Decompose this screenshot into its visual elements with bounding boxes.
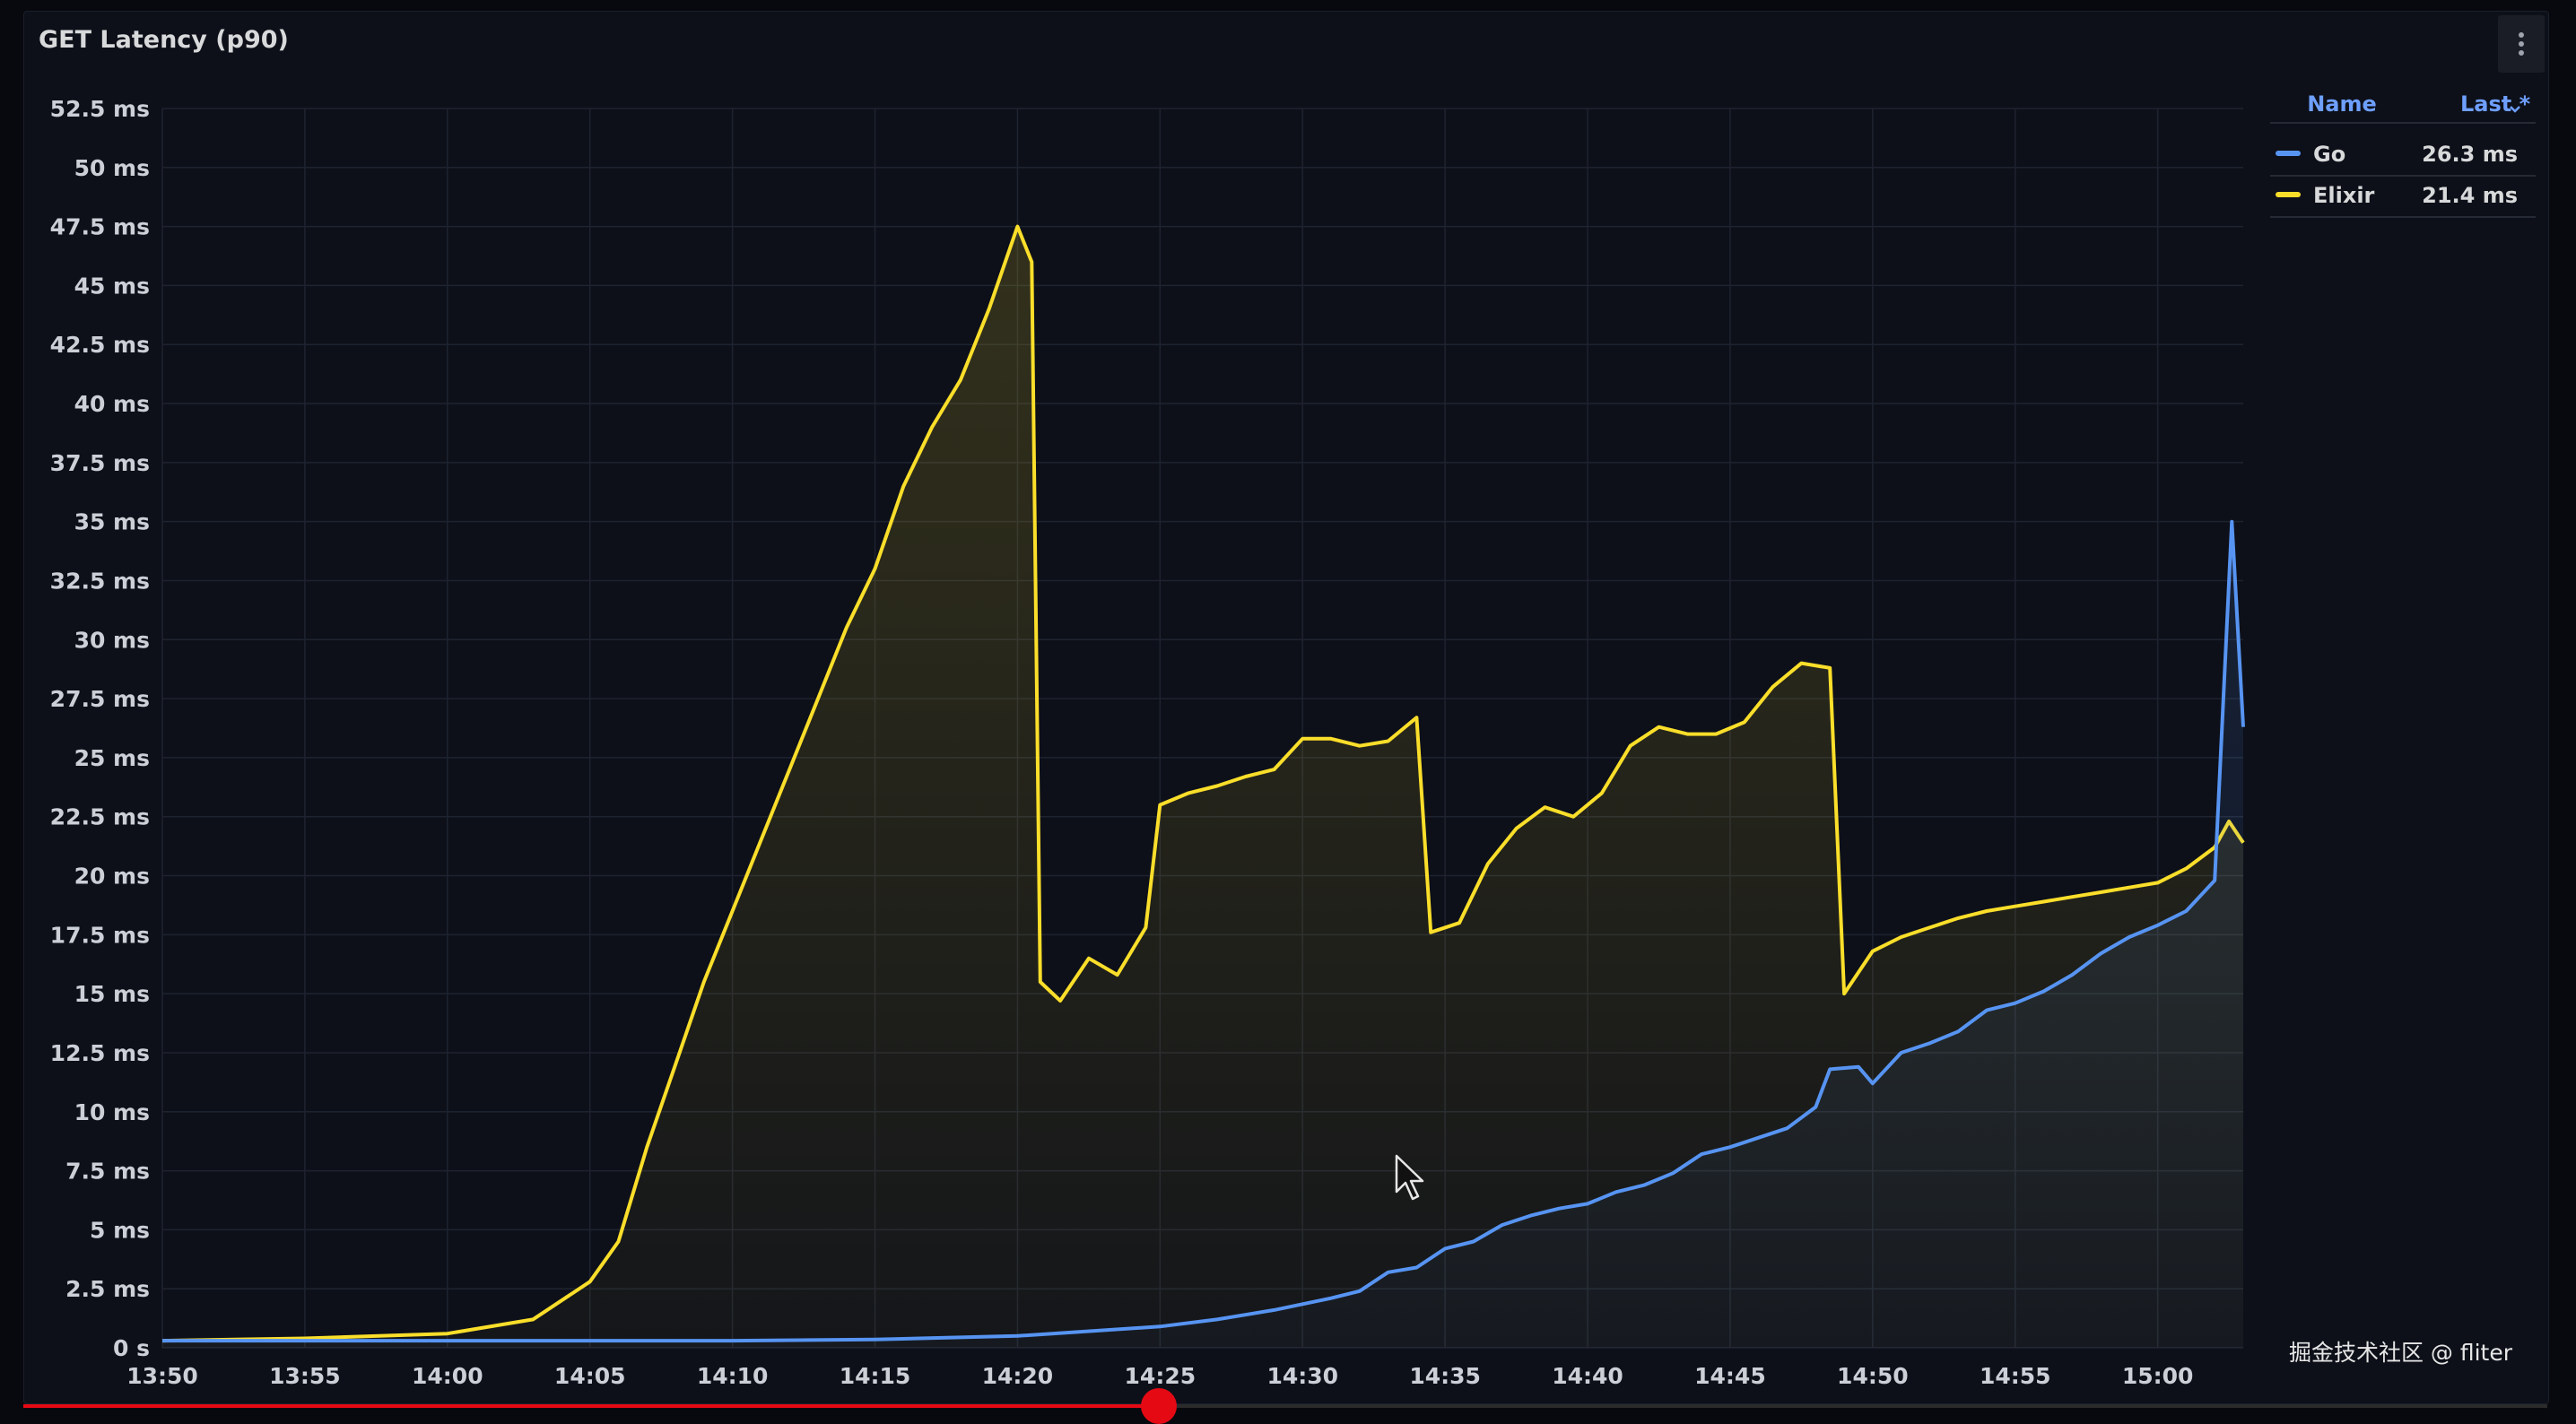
- series-elixir-line[interactable]: [161, 224, 2245, 1343]
- chart-area: 0 s 2.5 ms 5 ms 7.5 ms 10 ms 12.5 ms 15 ms 17.5…: [50, 91, 2536, 1389]
- y-tick-label: 32.5 ms: [50, 568, 150, 594]
- legend-item-elixir[interactable]: Elixir 21.4 ms: [2276, 183, 2518, 208]
- y-tick-label: 30 ms: [74, 627, 150, 653]
- y-tick-label: 47.5 ms: [50, 214, 150, 240]
- video-progress-bar[interactable]: [23, 1388, 2547, 1424]
- panel-menu-button[interactable]: [2498, 15, 2545, 73]
- x-tick-label: 14:45: [1694, 1363, 1766, 1389]
- x-tick-label: 14:15: [840, 1363, 911, 1389]
- more-vertical-icon: [2519, 32, 2524, 56]
- x-tick-label: 14:50: [1837, 1363, 1909, 1389]
- y-tick-label: 10 ms: [74, 1099, 150, 1125]
- y-tick-label: 7.5 ms: [65, 1159, 150, 1185]
- panel-title: GET Latency (p90): [39, 26, 289, 54]
- legend-elixir-name: Elixir: [2313, 183, 2375, 208]
- y-tick-label: 42.5 ms: [50, 332, 150, 358]
- x-tick-label: 14:30: [1266, 1363, 1338, 1389]
- y-tick-label: 12.5 ms: [50, 1040, 150, 1066]
- series-go-area: [162, 521, 2243, 1348]
- legend-go-last: 26.3 ms: [2422, 142, 2518, 167]
- x-tick-label: 14:00: [412, 1363, 483, 1389]
- video-progress-fill: [23, 1404, 1160, 1408]
- mouse-cursor-icon: [1395, 1154, 1424, 1201]
- series-elixir-area: [162, 226, 2243, 1349]
- y-tick-label: 37.5 ms: [50, 450, 150, 476]
- y-tick-label: 17.5 ms: [50, 922, 150, 948]
- x-tick-label: 13:55: [269, 1363, 341, 1389]
- legend-go-swatch: [2276, 151, 2301, 156]
- x-tick-label: 14:25: [1125, 1363, 1197, 1389]
- x-tick-label: 15:00: [2122, 1363, 2194, 1389]
- y-tick-label: 45 ms: [74, 273, 150, 299]
- legend-item-go[interactable]: Go 26.3 ms: [2276, 142, 2518, 167]
- x-tick-label: 14:05: [554, 1363, 626, 1389]
- chart-panel: GET Latency (p90) 0 s 2.5 ms 5 ms 7.5 ms 10 …: [23, 11, 2549, 1404]
- series-layer: [161, 224, 2245, 1349]
- y-tick-label: 2.5 ms: [65, 1276, 150, 1302]
- y-tick-label: 35 ms: [74, 509, 150, 535]
- legend-elixir-swatch: [2276, 192, 2301, 197]
- x-tick-label: 14:10: [697, 1363, 769, 1389]
- x-tick-label: 13:50: [126, 1363, 198, 1389]
- y-tick-label: 27.5 ms: [50, 686, 150, 712]
- y-tick-label: 50 ms: [74, 155, 150, 181]
- legend-name-header[interactable]: Name: [2307, 91, 2377, 117]
- x-tick-label: 14:20: [982, 1363, 1054, 1389]
- watermark: 掘金技术社区 @ fliter: [2288, 1340, 2512, 1366]
- y-tick-label: 20 ms: [74, 864, 150, 890]
- x-tick-label: 14:35: [1409, 1363, 1481, 1389]
- legend-go-name: Go: [2313, 142, 2345, 167]
- series-go-line[interactable]: [162, 519, 2245, 1343]
- x-axis: 13:50 13:55 14:00 14:05 14:10 14:15 14:20 14:25…: [126, 1363, 2193, 1389]
- y-axis: 0 s 2.5 ms 5 ms 7.5 ms 10 ms 12.5 ms 15 ms 17.5…: [50, 96, 150, 1361]
- video-progress-scrubber[interactable]: [1141, 1388, 1178, 1424]
- x-tick-label: 14:55: [1980, 1363, 2051, 1389]
- y-tick-label: 0 s: [113, 1335, 150, 1361]
- legend-last-header[interactable]: Last *: [2460, 91, 2531, 117]
- y-tick-label: 52.5 ms: [50, 96, 150, 122]
- y-tick-label: 25 ms: [74, 745, 150, 771]
- y-tick-label: 15 ms: [74, 981, 150, 1007]
- legend-elixir-last: 21.4 ms: [2422, 183, 2518, 208]
- x-tick-label: 14:40: [1552, 1363, 1623, 1389]
- y-tick-label: 22.5 ms: [50, 804, 150, 830]
- chevron-down-icon[interactable]: [2510, 106, 2520, 113]
- y-tick-label: 40 ms: [74, 391, 150, 417]
- legend: Name Last * Go 26.3 ms Elixir 21.4 ms: [2270, 91, 2536, 218]
- y-tick-label: 5 ms: [90, 1217, 150, 1243]
